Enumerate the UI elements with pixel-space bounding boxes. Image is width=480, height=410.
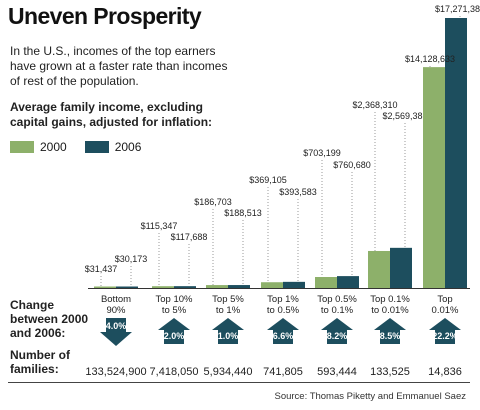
bar-2006 [445,18,467,288]
category-label: Top 0.1% [370,294,410,305]
change-label: 4.0% [106,321,127,331]
data-label-2006: $188,513 [224,208,262,218]
category-label: Top 5% [212,294,244,305]
data-label-2006: $17,271,381 [435,4,480,14]
data-label-2006: $393,583 [279,187,317,197]
data-label-2006: $760,680 [333,160,371,170]
change-arrow-up [212,318,244,344]
data-label-2000: $2,368,310 [352,100,397,110]
families-value: 593,444 [317,366,357,378]
source-note: Source: Thomas Piketty and Emmanuel Saez [274,391,466,402]
category-label: to 5% [162,305,187,316]
bar-2006 [228,285,250,288]
category-label: to 0.5% [267,305,300,316]
legend-swatch-2000 [10,141,34,153]
category-label: 90% [106,305,126,316]
families-value: 5,934,440 [204,366,253,378]
category-label: to 0.01% [371,305,409,316]
change-arrow-up [267,318,299,344]
data-label-2000: $186,703 [194,197,232,207]
data-label-2000: $31,437 [85,264,118,274]
bar-2000 [152,286,174,288]
legend-label-2000: 2000 [40,140,67,154]
families-value: 7,418,050 [150,366,199,378]
legend-swatch-2006 [84,141,109,153]
data-label-2000: $14,128,633 [405,54,455,64]
bar-2000 [261,282,283,288]
category-label: Top [437,294,452,305]
change-row-label: Change between 2000 and 2006: [10,298,89,340]
bar-2006 [116,286,138,288]
families-value: 133,524,900 [85,366,146,378]
data-label-2000: $703,199 [303,148,341,158]
category-label: Top 1% [267,294,299,305]
change-label: 1.0% [218,331,239,341]
bar-2000 [206,285,228,288]
change-arrow-up [374,318,406,344]
data-label-2000: $369,105 [249,175,287,185]
category-label: Top 10% [156,294,194,305]
change-label: 8.2% [327,331,348,341]
families-value: 133,525 [370,366,410,378]
chart-description: Average family income, excluding capital… [10,100,213,129]
category-label: to 1% [216,305,241,316]
category-label: 0.01% [432,305,459,316]
bar-2000 [315,277,337,288]
bar-2000 [423,67,445,288]
bar-2006 [174,286,196,288]
category-label: Bottom [101,294,131,305]
category-label: to 0.1% [321,305,354,316]
legend: 2000 2006 [10,140,159,154]
change-label: 8.5% [380,331,401,341]
bar-2000 [368,250,390,288]
change-arrow-up [321,318,353,344]
change-arrow-down [100,318,132,346]
data-label-2006: $30,173 [115,254,148,264]
change-arrow-up [158,318,190,344]
change-label: 6.6% [273,331,294,341]
families-value: 14,836 [428,366,462,378]
chart-subtitle: In the U.S., incomes of the top earners … [10,44,228,88]
bar-2006 [337,276,359,288]
change-arrow-up [429,318,461,344]
data-label-2006: $2,569,388 [382,111,427,121]
families-value: 741,805 [263,366,303,378]
chart-title: Uneven Prosperity [8,3,202,29]
legend-label-2006: 2006 [114,140,142,154]
families-row-label: Number of families: [10,348,70,376]
category-label: Top 0.5% [317,294,357,305]
bar-2006 [390,247,412,288]
bar-2006 [283,281,305,288]
change-label: 22.2% [432,331,458,341]
change-label: 2.0% [164,331,185,341]
data-label-2006: $117,688 [171,232,208,242]
data-label-2000: $115,347 [141,221,178,231]
bar-2000 [94,286,116,288]
